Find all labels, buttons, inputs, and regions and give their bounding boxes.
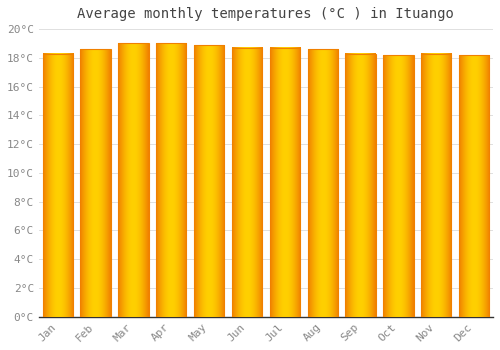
Bar [270,48,300,317]
Title: Average monthly temperatures (°C ) in Ituango: Average monthly temperatures (°C ) in It… [78,7,454,21]
Bar [308,49,338,317]
Bar [384,55,414,317]
Bar [80,49,110,317]
Bar [118,43,148,317]
Bar [232,48,262,317]
Bar [156,43,186,317]
Bar [421,54,452,317]
Bar [346,54,376,317]
Bar [42,54,73,317]
Bar [194,45,224,317]
Bar [459,55,490,317]
